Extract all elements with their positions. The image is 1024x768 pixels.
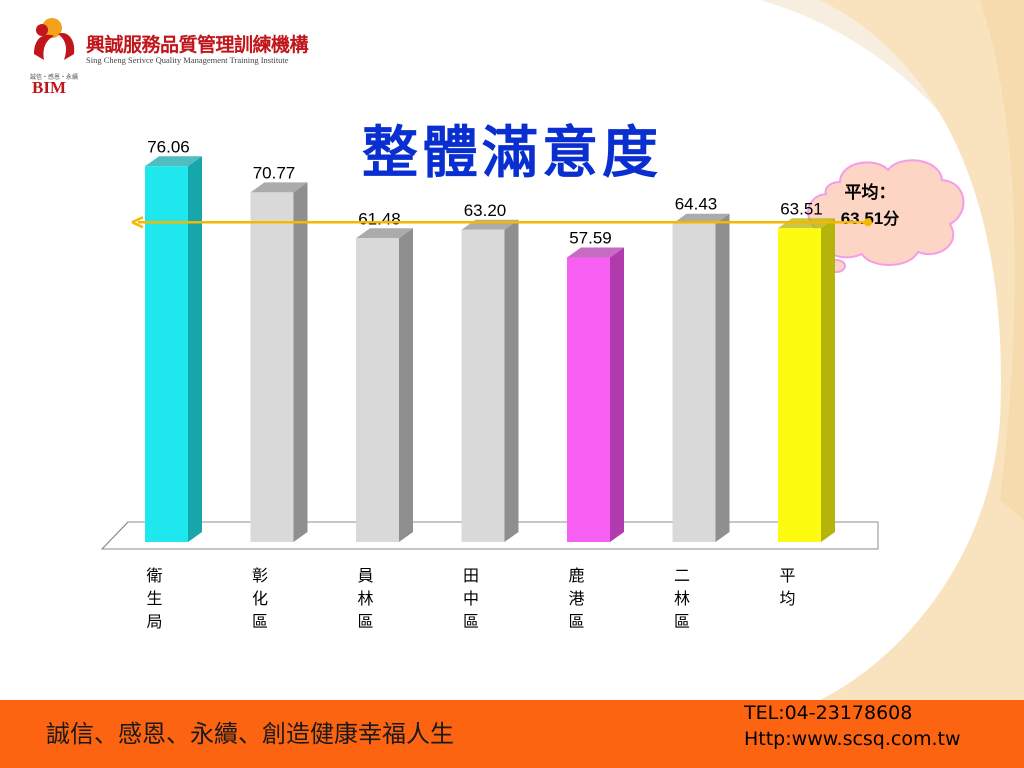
bar-value-label: 63.51: [780, 199, 823, 218]
bar-front: [356, 238, 399, 542]
logo-mark-icon: [34, 18, 75, 60]
brand-logo: 興誠服務品質管理訓練機構 Sing Cheng Serivce Quality …: [28, 10, 338, 97]
bar-side: [399, 228, 413, 542]
bar-value-label: 63.20: [464, 201, 507, 220]
average-callout-label: 平均：: [844, 183, 896, 203]
bar-top: [250, 182, 308, 193]
bar-value-label: 76.06: [147, 137, 190, 156]
category-label: 平均: [779, 566, 795, 608]
bar-top: [567, 247, 624, 258]
bar-7: [778, 218, 835, 542]
bar-side: [293, 182, 308, 543]
bar-side: [821, 218, 835, 542]
bar-3: [356, 228, 413, 542]
reference-arrow-left: [131, 216, 144, 229]
bar-top: [356, 228, 413, 239]
category-label: 衛生局: [146, 566, 162, 631]
bar-side: [504, 219, 519, 543]
bar-value-label: 70.77: [253, 163, 296, 182]
bar-chart: 76.06 70.77 61.48 63.20 57.59 64.43 63.51 衛生局 彰…: [100, 137, 879, 631]
bar-front: [567, 257, 610, 542]
bar-6: [672, 213, 730, 542]
logo-abbr: BIM: [32, 78, 66, 97]
bar-4: [461, 219, 519, 543]
bar-front: [250, 192, 294, 543]
bar-side: [188, 156, 202, 542]
chart-floor-edge: [101, 521, 129, 550]
bar-value-label: 61.48: [358, 209, 401, 228]
bar-side: [610, 247, 624, 542]
footer-contact: TEL:04-23178608 Http:www.scsq.com.tw: [744, 700, 961, 752]
bar-value-label: 64.43: [675, 195, 718, 214]
category-label: 鹿港區: [568, 566, 584, 631]
bar-front: [672, 223, 716, 542]
bar-5: [567, 247, 624, 542]
bar-front: [778, 228, 821, 542]
logo-name-en: Sing Cheng Serivce Quality Management Tr…: [86, 55, 289, 65]
footer-slogan: 誠信、感恩、永續、創造健康幸福人生: [46, 720, 454, 748]
footer-url[interactable]: Http:www.scsq.com.tw: [744, 728, 961, 750]
category-label: 員林區: [357, 566, 373, 631]
logo-name-cn: 興誠服務品質管理訓練機構: [86, 34, 309, 56]
average-callout-unit: 分: [883, 209, 900, 228]
reference-dot-right: [864, 218, 872, 227]
bar-front: [461, 229, 505, 543]
footer-tel: TEL:04-23178608: [744, 702, 913, 724]
category-label: 彰化區: [252, 566, 268, 631]
bar-side: [715, 213, 730, 542]
bar-2: [250, 182, 308, 543]
category-label: 田中區: [463, 566, 479, 631]
page-title: 整體滿意度: [362, 120, 662, 186]
bar-value-label: 57.59: [569, 229, 612, 248]
logo-tagline: 誠信‧感恩‧永續: [30, 75, 79, 81]
category-label: 二林區: [674, 566, 690, 631]
footer-bar: 誠信、感恩、永續、創造健康幸福人生 TEL:04-23178608 Http:w…: [0, 700, 1024, 768]
bar-front: [145, 166, 188, 542]
bar-1: [145, 156, 202, 542]
bar-top: [145, 156, 202, 167]
